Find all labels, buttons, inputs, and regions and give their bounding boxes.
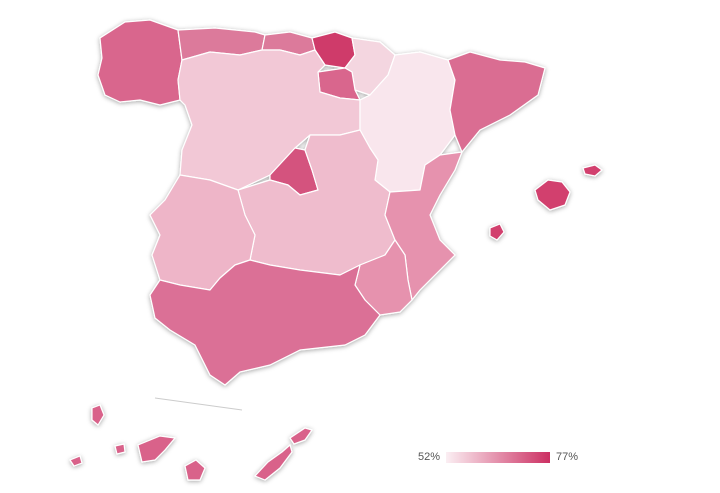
- region-canary-la-palma[interactable]: [91, 404, 105, 426]
- region-canary-lanzarote[interactable]: [289, 427, 313, 445]
- region-canary-fuerteventura[interactable]: [254, 444, 293, 481]
- region-balearic-mallorca[interactable]: [534, 179, 571, 211]
- region-valencia[interactable]: [384, 151, 463, 301]
- canary-islands-divider: [154, 397, 243, 411]
- color-legend: 52% 77%: [418, 451, 578, 463]
- legend-min-label: 52%: [418, 451, 441, 463]
- region-canary-gran-canaria[interactable]: [184, 459, 206, 481]
- legend-gradient-bar: [446, 451, 551, 463]
- region-canary-gomera[interactable]: [114, 443, 126, 455]
- legend-max-label: 77%: [556, 451, 579, 463]
- region-balearic-ibiza[interactable]: [489, 223, 505, 241]
- region-canary-hierro[interactable]: [69, 455, 83, 467]
- region-balearic-menorca[interactable]: [582, 164, 603, 177]
- region-galicia[interactable]: [97, 19, 183, 106]
- region-andalucia[interactable]: [149, 259, 381, 386]
- region-catalonia[interactable]: [447, 51, 546, 153]
- region-canary-tenerife[interactable]: [137, 435, 176, 463]
